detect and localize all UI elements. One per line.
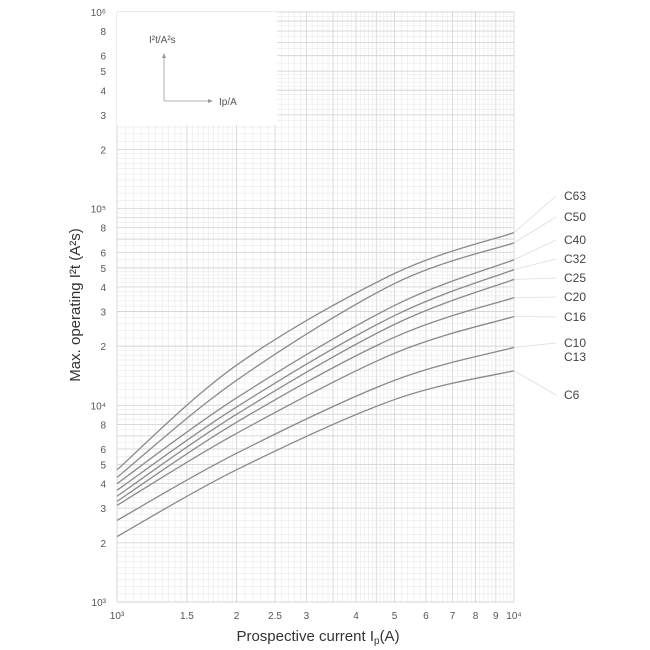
y-tick-label: 4 [100, 283, 106, 294]
x-tick-label: 2 [234, 611, 240, 622]
leader-line-c40 [513, 239, 557, 261]
leader-line-c10 [513, 342, 557, 348]
series-lines [116, 232, 515, 538]
y-tick-label: 3 [100, 307, 106, 318]
y-tick-label: 2 [100, 145, 106, 156]
series-label-c10: C10 [564, 336, 586, 350]
series-label-c32: C32 [564, 252, 586, 266]
y-axis-title: Max. operating I²t (A²s) [67, 228, 84, 381]
x-tick-label: 10⁴ [506, 611, 521, 622]
series-line-c63 [116, 232, 515, 471]
series-label-c20: C20 [564, 290, 586, 304]
x-tick-label: 6 [423, 611, 429, 622]
y-tick-label: 5 [100, 461, 106, 472]
series-line-c10 [116, 346, 515, 521]
y-tick-label: 10⁶ [91, 8, 106, 19]
series-label-c13: C13 [564, 350, 586, 364]
y-tick-label: 5 [100, 264, 106, 275]
series-line-c25 [116, 278, 515, 497]
inset-y-arrowhead-icon [162, 53, 166, 58]
y-tick-label: 8 [100, 420, 106, 431]
x-tick-label: 9 [493, 611, 499, 622]
x-axis-title: Prospective current Ip(A) [236, 628, 399, 647]
leader-line-c32 [513, 258, 557, 270]
inset-axes-legend: I²t/A²s Ip/A [149, 35, 237, 108]
x-tick-label: 8 [473, 611, 479, 622]
series-label-c50: C50 [564, 210, 586, 224]
inset-x-label: Ip/A [219, 97, 237, 108]
inset-box [117, 12, 277, 125]
x-tick-label: 4 [353, 611, 359, 622]
y-tick-label: 4 [100, 86, 106, 97]
series-line-c6 [116, 370, 515, 538]
y-tick-label: 2 [100, 539, 106, 550]
series-line-c50 [116, 242, 515, 478]
y-tick-label: 8 [100, 224, 106, 235]
y-tick-label: 3 [100, 504, 106, 515]
x-tick-label: 2.5 [268, 611, 282, 622]
leader-line-c63 [513, 195, 557, 233]
y-tick-label: 5 [100, 67, 106, 78]
y-tick-label: 2 [100, 342, 106, 353]
inset-x-arrowhead-icon [208, 99, 213, 103]
series-line-c32 [116, 268, 515, 491]
series-label-c40: C40 [564, 233, 586, 247]
series-label-c6: C6 [564, 388, 580, 402]
grid [116, 11, 515, 603]
y-tick-label: 6 [100, 445, 106, 456]
x-tick-label: 10³ [110, 611, 125, 622]
series-line-c40 [116, 259, 515, 485]
leader-line-c50 [513, 216, 557, 244]
series-label-c25: C25 [564, 271, 586, 285]
y-tick-label: 3 [100, 111, 106, 122]
y-tick-labels: 10³ 2 3 4 5 6 8 10⁴ 2 3 4 5 6 8 10⁵ 2 3 4 5 6 8 10⁶ [91, 8, 107, 609]
leader-line-c6 [513, 370, 557, 396]
x-axis-title-main: Prospective current I [236, 628, 374, 645]
series-label-c63: C63 [564, 189, 586, 203]
x-tick-label: 1.5 [180, 611, 194, 622]
inset-y-label: I²t/A²s [149, 35, 176, 46]
x-axis-title-unit: (A) [380, 628, 400, 645]
leader-line-c25 [513, 277, 557, 280]
x-axis-title-sub: p [374, 636, 380, 647]
y-tick-label: 4 [100, 480, 106, 491]
y-tick-label: 8 [100, 27, 106, 38]
series-line-c16 [116, 315, 515, 506]
x-tick-labels: 10³ 1.5 2 2.5 3 4 5 6 7 8 9 10⁴ [110, 611, 522, 622]
x-tick-label: 5 [392, 611, 398, 622]
leader-line-c20 [513, 296, 557, 299]
x-tick-label: 7 [450, 611, 456, 622]
y-tick-label: 10⁵ [91, 205, 106, 216]
leader-line-c16 [513, 316, 557, 318]
y-tick-label: 6 [100, 52, 106, 63]
y-tick-label: 6 [100, 248, 106, 259]
x-tick-label: 3 [304, 611, 310, 622]
y-tick-label: 10³ [92, 598, 107, 609]
series-label-c16: C16 [564, 310, 586, 324]
series-line-c20 [116, 296, 515, 502]
y-tick-label: 10⁴ [91, 401, 106, 412]
